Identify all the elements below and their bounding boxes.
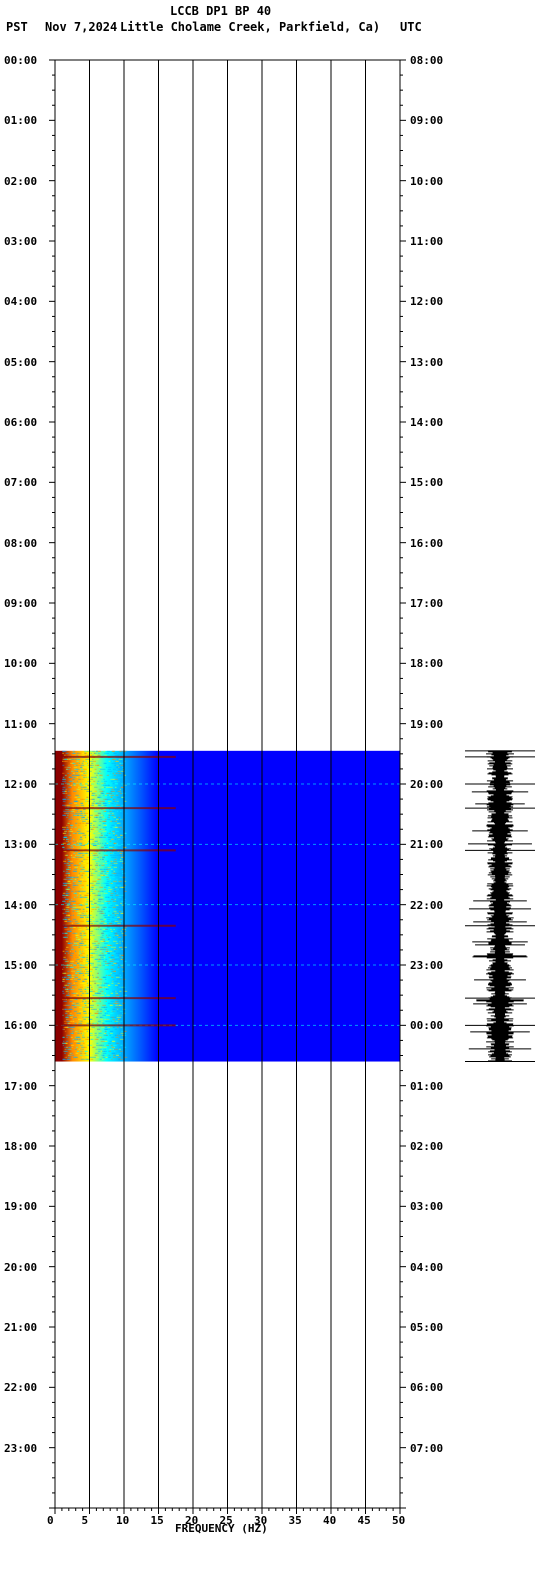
left-hour-label: 10:00 xyxy=(4,657,37,670)
left-hour-label: 22:00 xyxy=(4,1381,37,1394)
right-hour-label: 04:00 xyxy=(410,1261,443,1274)
right-hour-label: 01:00 xyxy=(410,1080,443,1093)
x-tick-label: 0 xyxy=(47,1514,54,1527)
left-hour-label: 14:00 xyxy=(4,899,37,912)
right-hour-label: 02:00 xyxy=(410,1140,443,1153)
left-hour-label: 13:00 xyxy=(4,838,37,851)
right-hour-label: 12:00 xyxy=(410,295,443,308)
right-hour-label: 09:00 xyxy=(410,114,443,127)
right-hour-label: 14:00 xyxy=(410,416,443,429)
x-tick-label: 30 xyxy=(254,1514,267,1527)
right-hour-label: 17:00 xyxy=(410,597,443,610)
right-hour-label: 21:00 xyxy=(410,838,443,851)
left-hour-label: 23:00 xyxy=(4,1442,37,1455)
x-tick-label: 45 xyxy=(358,1514,371,1527)
right-hour-label: 06:00 xyxy=(410,1381,443,1394)
right-hour-label: 23:00 xyxy=(410,959,443,972)
left-hour-label: 17:00 xyxy=(4,1080,37,1093)
left-hour-label: 00:00 xyxy=(4,54,37,67)
x-tick-label: 50 xyxy=(392,1514,405,1527)
x-tick-label: 35 xyxy=(289,1514,302,1527)
left-hour-label: 12:00 xyxy=(4,778,37,791)
left-hour-label: 20:00 xyxy=(4,1261,37,1274)
left-hour-label: 04:00 xyxy=(4,295,37,308)
x-tick-label: 15 xyxy=(151,1514,164,1527)
left-hour-label: 05:00 xyxy=(4,356,37,369)
left-hour-label: 19:00 xyxy=(4,1200,37,1213)
right-hour-label: 22:00 xyxy=(410,899,443,912)
right-hour-label: 18:00 xyxy=(410,657,443,670)
left-hour-label: 16:00 xyxy=(4,1019,37,1032)
left-hour-label: 07:00 xyxy=(4,476,37,489)
left-hour-label: 06:00 xyxy=(4,416,37,429)
right-hour-label: 07:00 xyxy=(410,1442,443,1455)
right-hour-label: 00:00 xyxy=(410,1019,443,1032)
left-hour-label: 15:00 xyxy=(4,959,37,972)
right-hour-label: 13:00 xyxy=(410,356,443,369)
right-hour-label: 20:00 xyxy=(410,778,443,791)
spectrogram-chart xyxy=(0,0,552,1584)
x-tick-label: 20 xyxy=(185,1514,198,1527)
left-hour-label: 09:00 xyxy=(4,597,37,610)
left-hour-label: 08:00 xyxy=(4,537,37,550)
right-hour-label: 16:00 xyxy=(410,537,443,550)
x-tick-label: 10 xyxy=(116,1514,129,1527)
x-tick-label: 25 xyxy=(220,1514,233,1527)
right-hour-label: 15:00 xyxy=(410,476,443,489)
left-hour-label: 01:00 xyxy=(4,114,37,127)
right-hour-label: 11:00 xyxy=(410,235,443,248)
left-hour-label: 21:00 xyxy=(4,1321,37,1334)
right-hour-label: 08:00 xyxy=(410,54,443,67)
right-hour-label: 10:00 xyxy=(410,175,443,188)
left-hour-label: 18:00 xyxy=(4,1140,37,1153)
x-tick-label: 40 xyxy=(323,1514,336,1527)
left-hour-label: 03:00 xyxy=(4,235,37,248)
right-hour-label: 05:00 xyxy=(410,1321,443,1334)
x-tick-label: 5 xyxy=(82,1514,89,1527)
left-hour-label: 02:00 xyxy=(4,175,37,188)
right-hour-label: 03:00 xyxy=(410,1200,443,1213)
left-hour-label: 11:00 xyxy=(4,718,37,731)
right-hour-label: 19:00 xyxy=(410,718,443,731)
